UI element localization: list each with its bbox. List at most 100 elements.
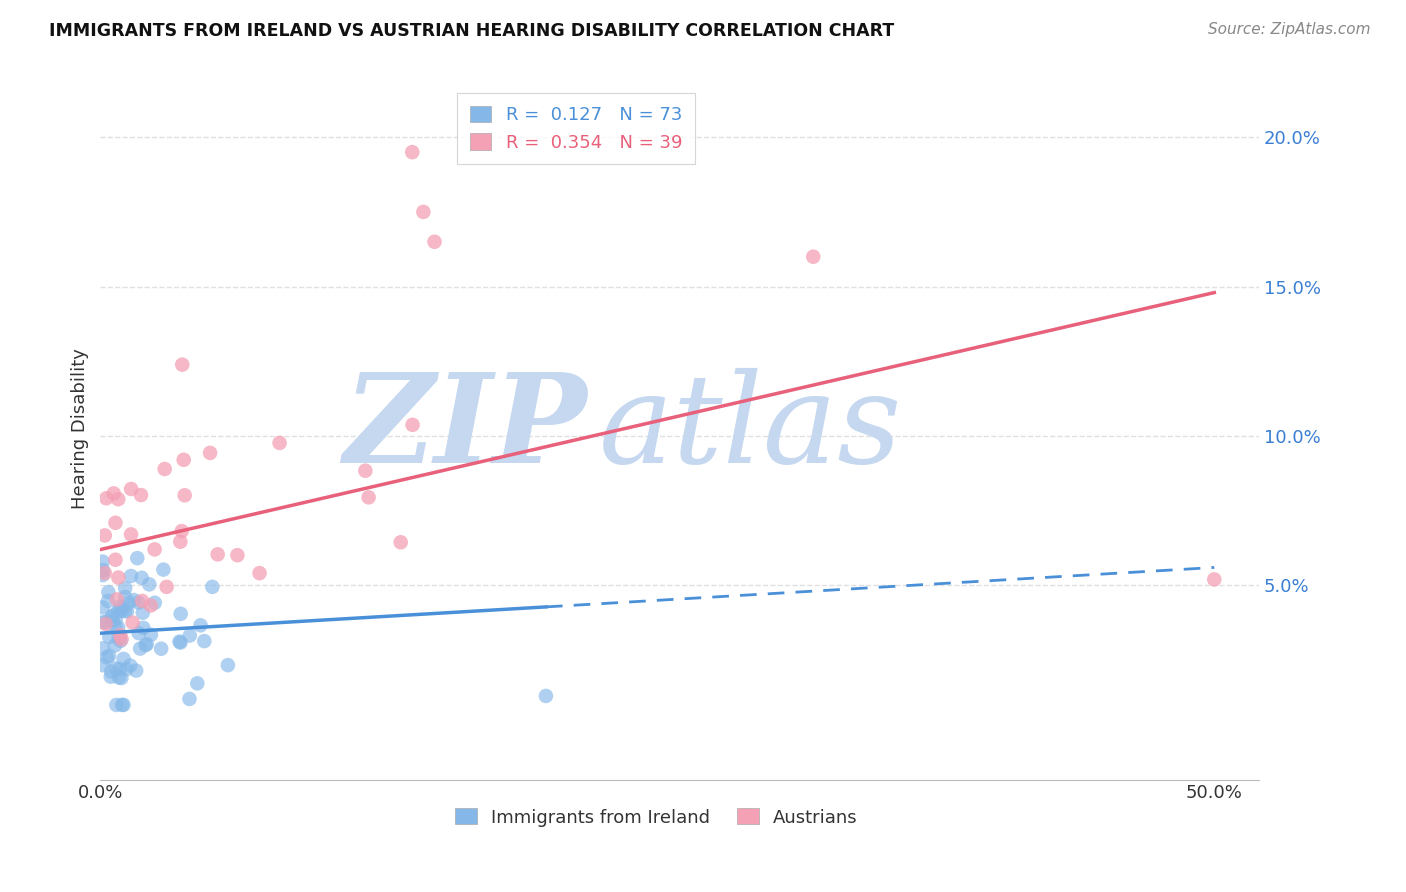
Point xyxy=(143,596,166,610)
Point xyxy=(122,593,145,607)
Point xyxy=(190,618,212,632)
Point xyxy=(107,631,129,645)
Point xyxy=(100,670,122,684)
Point xyxy=(412,205,434,219)
Point xyxy=(91,658,114,673)
Point xyxy=(131,594,153,608)
Point xyxy=(121,615,143,630)
Point xyxy=(169,534,191,549)
Point xyxy=(108,671,131,685)
Point xyxy=(107,604,129,618)
Point xyxy=(173,488,195,502)
Point xyxy=(96,650,118,665)
Point xyxy=(179,628,201,642)
Point xyxy=(114,590,136,604)
Text: Source: ZipAtlas.com: Source: ZipAtlas.com xyxy=(1208,22,1371,37)
Point xyxy=(91,563,114,577)
Point xyxy=(111,600,134,615)
Point xyxy=(91,568,114,582)
Point xyxy=(97,594,120,608)
Point xyxy=(101,614,124,628)
Point xyxy=(104,612,127,626)
Point xyxy=(91,555,114,569)
Point xyxy=(104,516,127,530)
Point xyxy=(104,661,127,675)
Point xyxy=(127,551,149,566)
Text: ZIP: ZIP xyxy=(343,368,586,490)
Point xyxy=(120,569,142,583)
Point xyxy=(107,570,129,584)
Point xyxy=(169,634,191,648)
Point xyxy=(98,648,121,663)
Point xyxy=(104,619,127,633)
Point xyxy=(201,580,224,594)
Point xyxy=(110,599,132,614)
Point xyxy=(105,698,128,712)
Point xyxy=(98,630,121,644)
Point xyxy=(94,616,117,631)
Point xyxy=(127,595,149,609)
Point xyxy=(169,607,191,621)
Point xyxy=(91,600,114,615)
Point xyxy=(143,542,166,557)
Point xyxy=(354,464,377,478)
Point xyxy=(173,452,195,467)
Point xyxy=(118,596,141,610)
Point xyxy=(120,482,142,496)
Point xyxy=(91,641,114,656)
Point xyxy=(112,652,135,666)
Point xyxy=(169,635,191,649)
Point xyxy=(111,698,134,712)
Point xyxy=(179,692,201,706)
Point xyxy=(207,547,229,561)
Point xyxy=(108,628,131,642)
Point xyxy=(107,492,129,507)
Point xyxy=(132,606,155,620)
Point xyxy=(170,524,193,538)
Text: atlas: atlas xyxy=(599,368,901,490)
Point xyxy=(186,676,208,690)
Point xyxy=(104,639,127,653)
Point xyxy=(135,637,157,651)
Point xyxy=(100,609,122,624)
Point xyxy=(100,665,122,679)
Point xyxy=(269,436,291,450)
Point xyxy=(107,620,129,634)
Point xyxy=(357,491,380,505)
Point xyxy=(94,566,117,580)
Point xyxy=(156,580,179,594)
Point xyxy=(94,615,117,630)
Point xyxy=(103,486,125,500)
Point xyxy=(108,662,131,676)
Point xyxy=(114,604,136,618)
Point xyxy=(120,527,142,541)
Point xyxy=(115,605,138,619)
Point xyxy=(217,658,239,673)
Point xyxy=(198,446,221,460)
Point xyxy=(111,632,134,647)
Point xyxy=(153,462,176,476)
Legend: Immigrants from Ireland, Austrians: Immigrants from Ireland, Austrians xyxy=(447,801,865,834)
Point xyxy=(105,592,128,607)
Point xyxy=(226,548,249,562)
Point xyxy=(172,358,194,372)
Point xyxy=(401,417,423,432)
Point xyxy=(110,671,132,685)
Point xyxy=(128,626,150,640)
Point xyxy=(104,553,127,567)
Point xyxy=(120,658,142,673)
Point xyxy=(110,604,132,618)
Point xyxy=(94,528,117,542)
Point xyxy=(97,585,120,599)
Point xyxy=(115,662,138,676)
Point xyxy=(534,689,557,703)
Text: IMMIGRANTS FROM IRELAND VS AUSTRIAN HEARING DISABILITY CORRELATION CHART: IMMIGRANTS FROM IRELAND VS AUSTRIAN HEAR… xyxy=(49,22,894,40)
Point xyxy=(389,535,412,549)
Point xyxy=(801,250,824,264)
Point xyxy=(139,599,162,613)
Point xyxy=(152,563,174,577)
Point xyxy=(125,664,148,678)
Point xyxy=(114,581,136,595)
Point xyxy=(96,491,118,506)
Point xyxy=(93,615,115,629)
